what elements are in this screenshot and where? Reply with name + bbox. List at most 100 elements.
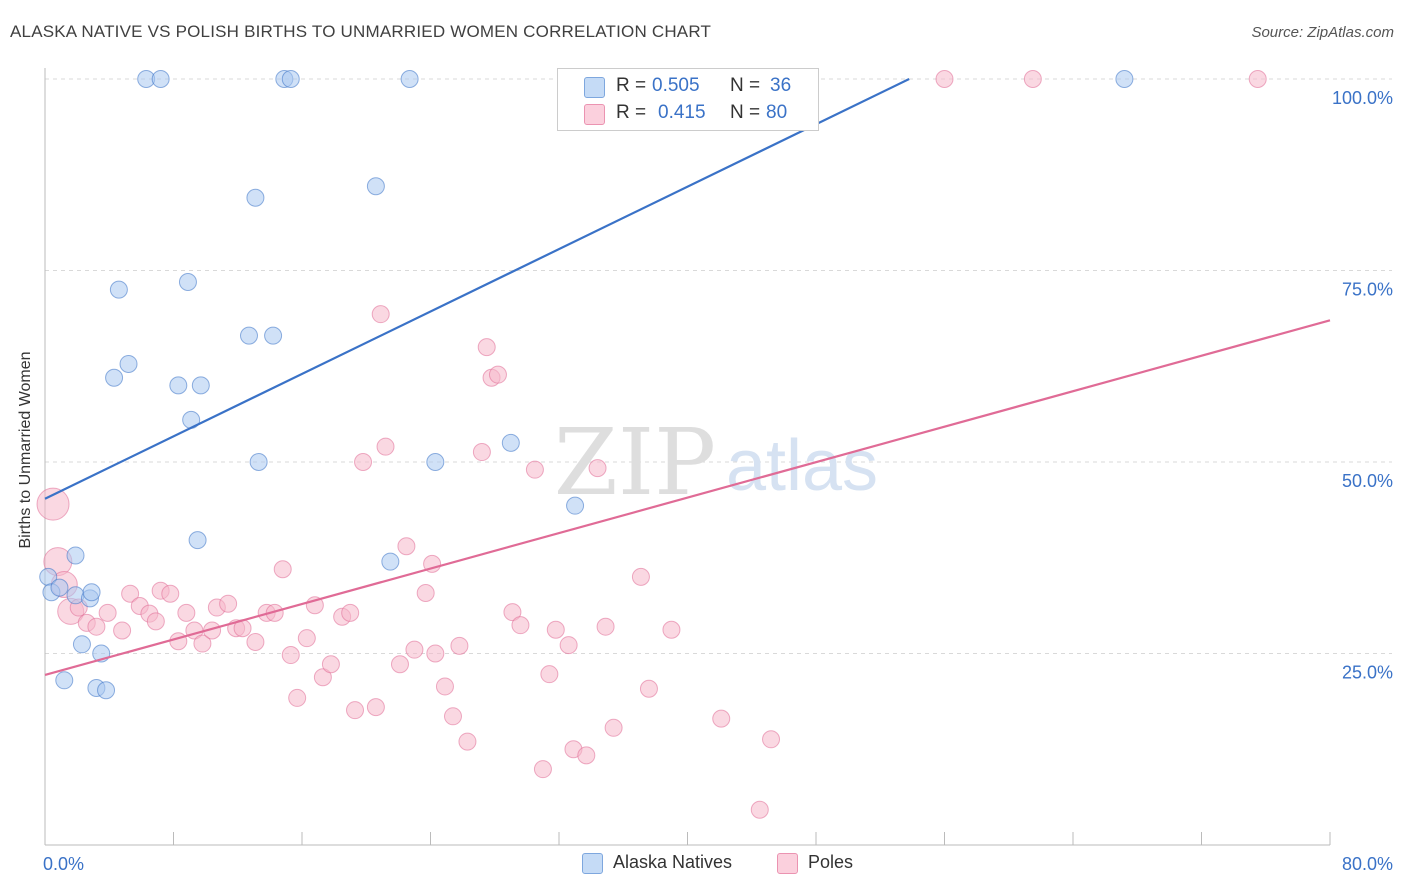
point-alaska-natives	[281, 70, 300, 88]
point-alaska-natives	[366, 177, 385, 196]
point-poles	[354, 453, 373, 471]
legend-swatch-blue	[584, 77, 605, 98]
point-poles	[288, 688, 307, 707]
point-poles	[177, 603, 196, 622]
y-tick-label: 50.0%	[1342, 471, 1393, 491]
x-tick-label: 0.0%	[43, 854, 84, 874]
point-poles	[98, 603, 117, 622]
point-alaska-natives	[188, 531, 207, 550]
axis-layer	[44, 68, 1331, 846]
legend-swatch-pink	[584, 104, 605, 125]
trend-layer	[44, 78, 1331, 677]
point-poles	[87, 617, 106, 636]
legend-n-label: N =	[730, 75, 761, 96]
legend-n-value: 80	[766, 102, 788, 123]
point-poles	[472, 443, 491, 462]
point-alaska-natives	[249, 453, 268, 471]
point-poles	[458, 732, 477, 751]
point-poles	[416, 583, 435, 602]
legend-item-label: Alaska Natives	[613, 852, 733, 872]
y-tick-label: 75.0%	[1342, 280, 1393, 300]
point-alaska-natives	[82, 583, 101, 602]
point-alaska-natives	[109, 280, 128, 299]
point-alaska-natives	[426, 453, 445, 471]
legend-item-label: Poles	[808, 852, 854, 872]
source-label: Source: ZipAtlas.com	[1251, 24, 1394, 41]
point-alaska-natives	[119, 354, 138, 373]
point-poles	[546, 620, 565, 639]
point-poles	[631, 567, 650, 586]
legend-n-label: N =	[730, 102, 761, 123]
trendline-poles	[44, 319, 1331, 677]
point-alaska-natives	[97, 681, 116, 700]
point-poles	[488, 365, 507, 384]
point-poles	[559, 636, 578, 655]
point-alaska-natives	[72, 635, 91, 654]
point-alaska-natives	[55, 671, 74, 690]
point-poles	[762, 730, 781, 749]
legend-n-value: 36	[770, 75, 792, 96]
point-poles	[750, 800, 769, 819]
point-poles	[121, 584, 140, 603]
legend-r-label: R =	[616, 75, 647, 96]
point-poles	[935, 70, 954, 88]
point-alaska-natives	[239, 326, 258, 345]
point-poles	[346, 701, 365, 720]
point-alaska-natives	[191, 376, 210, 395]
point-alaska-natives	[246, 188, 265, 207]
point-poles	[366, 698, 385, 717]
series-legend: Alaska Natives Poles	[0, 850, 1406, 878]
point-poles	[477, 338, 496, 357]
correlation-legend: R = 0.505 N = 36 R = 0.415 N = 80	[557, 68, 819, 131]
point-poles	[423, 554, 442, 573]
point-poles	[525, 460, 544, 479]
point-poles	[193, 634, 212, 653]
point-poles	[169, 632, 188, 651]
point-poles	[313, 668, 332, 687]
tick-labels: 25.0% 50.0% 75.0% 100.0% 0.0% 80.0%	[43, 88, 1393, 874]
point-alaska-natives	[566, 496, 585, 515]
point-poles	[503, 603, 522, 622]
point-poles	[161, 584, 180, 603]
point-poles	[540, 665, 559, 684]
point-poles	[405, 640, 424, 659]
point-poles	[588, 459, 607, 478]
point-poles	[435, 677, 454, 696]
point-poles	[443, 707, 462, 726]
point-poles	[297, 629, 316, 648]
point-poles	[511, 616, 530, 635]
point-alaska-natives	[178, 272, 197, 291]
point-poles	[1248, 70, 1267, 88]
point-poles	[113, 621, 132, 640]
point-poles	[639, 679, 658, 698]
grid-layer	[45, 78, 1392, 654]
point-alaska-natives	[105, 368, 124, 387]
point-poles	[596, 617, 615, 636]
point-alaska-natives	[169, 376, 188, 395]
point-poles	[146, 612, 165, 631]
legend-swatch-pink	[777, 853, 798, 874]
point-poles	[341, 603, 360, 622]
point-poles	[662, 620, 681, 639]
points-layer	[36, 70, 1267, 819]
point-alaska-natives	[50, 578, 69, 597]
point-poles	[321, 655, 340, 674]
y-tick-label: 25.0%	[1342, 663, 1393, 683]
point-alaska-natives	[381, 552, 400, 571]
point-poles	[281, 646, 300, 665]
legend-swatch-blue	[582, 853, 603, 874]
point-alaska-natives	[501, 433, 520, 452]
point-poles	[712, 709, 731, 728]
y-axis-label: Births to Unmarried Women	[17, 351, 34, 549]
point-poles	[273, 560, 292, 579]
point-poles	[1023, 70, 1042, 88]
y-tick-label: 100.0%	[1332, 88, 1393, 108]
trendline-alaska-natives	[44, 78, 910, 500]
y-axis-label-wrap: Births to Unmarried Women	[14, 300, 38, 600]
point-alaska-natives	[66, 546, 85, 565]
legend-r-value: 0.415	[658, 102, 706, 123]
point-poles	[371, 305, 390, 324]
point-poles	[577, 746, 596, 765]
point-alaska-natives	[1115, 70, 1134, 88]
